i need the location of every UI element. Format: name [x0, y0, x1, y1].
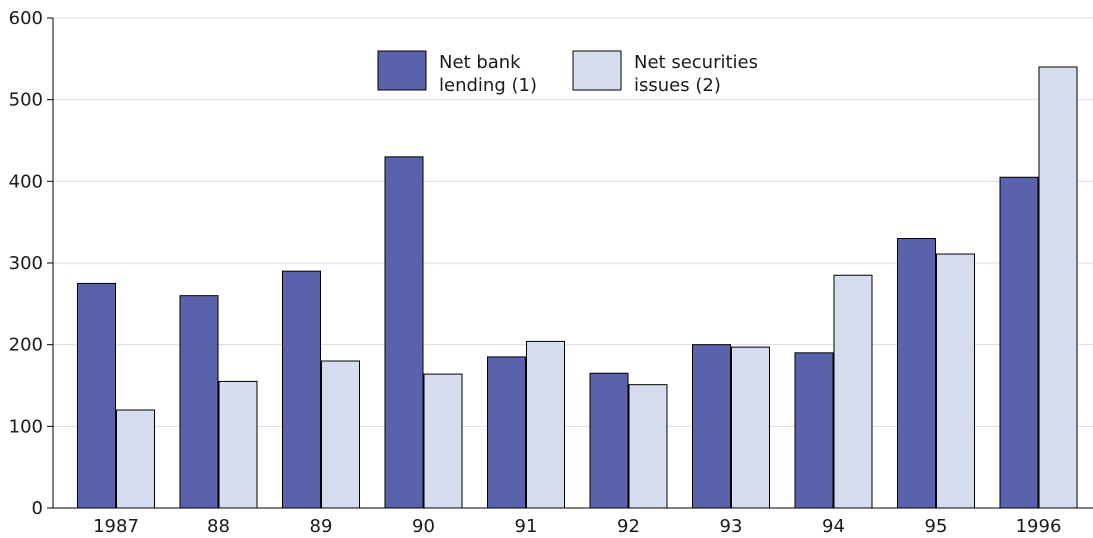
- x-tick-label: 91: [515, 516, 538, 537]
- bar-net-bank-lending-90: [384, 156, 424, 509]
- bar-net-securities-issues-90: [423, 373, 463, 509]
- legend-swatch-net-bank-lending: [377, 50, 427, 91]
- y-tick-label: 400: [9, 171, 43, 192]
- bar-net-securities-issues-89: [321, 360, 360, 509]
- bar-net-securities-issues-92: [628, 384, 668, 509]
- bar-net-bank-lending-89: [282, 270, 321, 509]
- y-tick-label: 300: [9, 253, 43, 274]
- bar-net-bank-lending-94: [794, 352, 834, 509]
- bar-net-securities-issues-88: [218, 380, 258, 509]
- bars: [77, 66, 1078, 509]
- bar-net-securities-issues-95: [936, 253, 975, 509]
- bar-net-securities-issues-1987: [116, 409, 155, 509]
- bar-net-bank-lending-1987: [77, 282, 116, 509]
- bar-net-securities-issues-93: [731, 346, 770, 509]
- x-tick-label: 95: [925, 516, 948, 537]
- bar-net-bank-lending-92: [589, 372, 629, 509]
- bar-net-bank-lending-88: [179, 295, 219, 509]
- bar-net-securities-issues-1996: [1038, 66, 1078, 509]
- y-tick-label: 200: [9, 335, 43, 356]
- bar-net-securities-issues-94: [833, 274, 873, 509]
- x-tick-label: 93: [720, 516, 743, 537]
- x-tick-label: 94: [822, 516, 845, 537]
- bar-net-bank-lending-93: [692, 344, 731, 509]
- bar-net-bank-lending-91: [487, 356, 526, 509]
- x-tick-label: 92: [617, 516, 640, 537]
- bar-net-securities-issues-91: [526, 340, 565, 509]
- y-axis-ticks: 0 100 200 300 400 500 600: [9, 8, 53, 519]
- bar-net-bank-lending-1996: [999, 176, 1039, 509]
- x-axis-ticks: 1987 88 89 90 91 92 93 94 95 1996: [93, 516, 1061, 537]
- x-tick-label: 89: [310, 516, 333, 537]
- x-tick-label: 90: [412, 516, 435, 537]
- x-tick-label: 1987: [93, 516, 139, 537]
- legend-label: issues (2): [634, 75, 721, 96]
- x-tick-label: 88: [207, 516, 230, 537]
- x-tick-label: 1996: [1016, 516, 1062, 537]
- legend-label: Net bank: [439, 52, 521, 73]
- y-tick-label: 600: [9, 8, 43, 29]
- y-tick-label: 0: [32, 498, 43, 519]
- y-tick-label: 100: [9, 416, 43, 437]
- legend-label: lending (1): [439, 75, 537, 96]
- bar-net-bank-lending-95: [897, 238, 936, 509]
- legend-label: Net securities: [634, 52, 758, 73]
- y-tick-label: 500: [9, 90, 43, 111]
- legend-swatch-net-securities-issues: [572, 50, 622, 91]
